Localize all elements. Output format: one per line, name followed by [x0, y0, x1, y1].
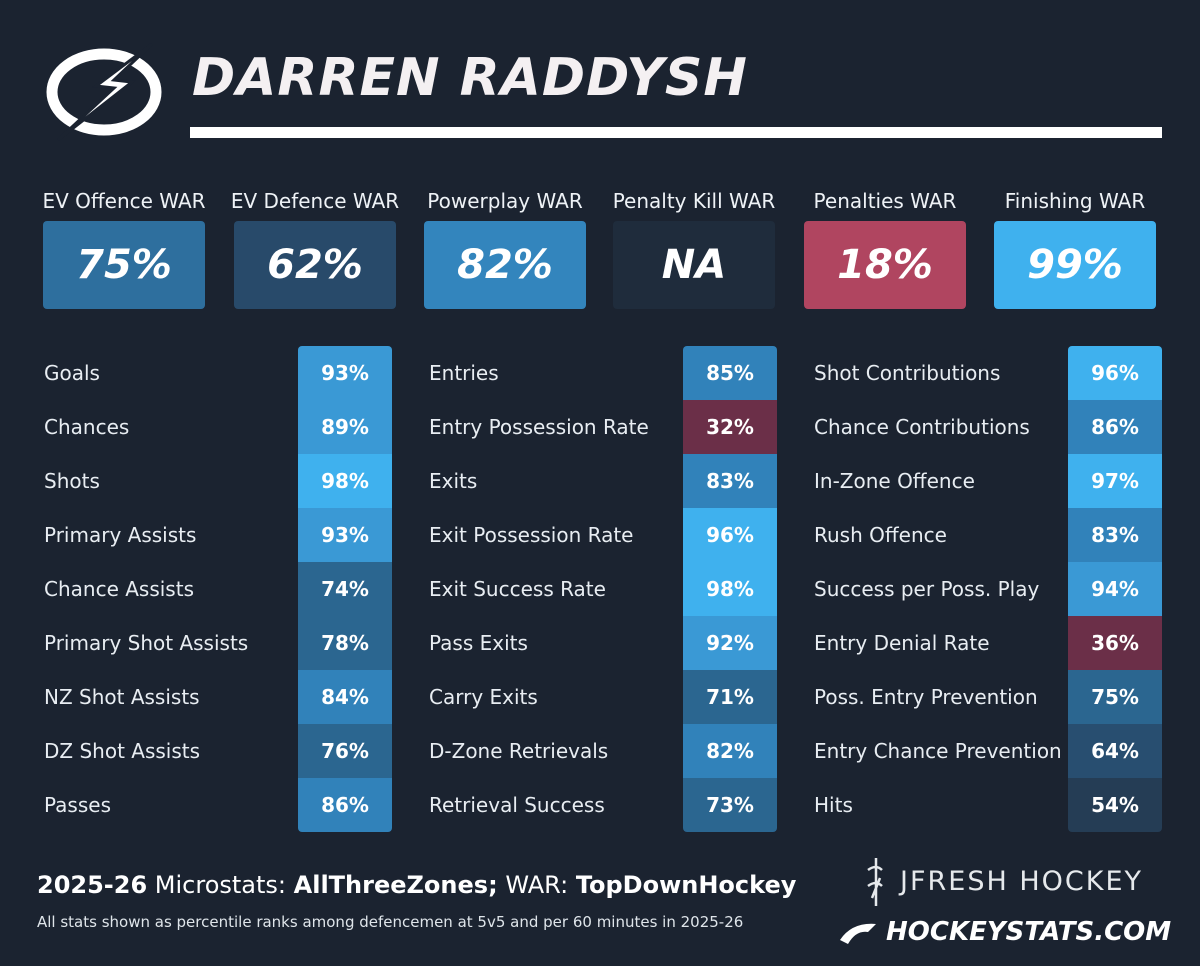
stat-label: Exit Possession Rate: [429, 523, 634, 547]
stat-value: 83%: [1068, 508, 1162, 562]
stat-value: 71%: [683, 670, 777, 724]
stat-value: 94%: [1068, 562, 1162, 616]
stat-value: 85%: [683, 346, 777, 400]
stat-value: 83%: [683, 454, 777, 508]
source-line: 2025-26 Microstats: AllThreeZones; WAR: …: [37, 871, 796, 899]
stat-value: 73%: [683, 778, 777, 832]
hockeystats-brand: HOCKEYSTATS.COM: [886, 917, 1172, 947]
stat-value: 86%: [1068, 400, 1162, 454]
hockeystats-mark: [840, 923, 876, 944]
stat-label: Chances: [44, 415, 130, 439]
war-value: 75%: [43, 221, 205, 309]
stat-value: 76%: [298, 724, 392, 778]
stat-value: 84%: [298, 670, 392, 724]
stat-label: NZ Shot Assists: [44, 685, 200, 709]
stat-label: Entries: [429, 361, 499, 385]
season: 2025-26: [37, 871, 148, 899]
stat-label: Primary Assists: [44, 523, 197, 547]
stat-label: Carry Exits: [429, 685, 538, 709]
stat-label: Goals: [44, 361, 100, 385]
stat-label: Entry Denial Rate: [814, 631, 990, 655]
stat-value: 96%: [683, 508, 777, 562]
stat-value: 93%: [298, 508, 392, 562]
stat-value: 86%: [298, 778, 392, 832]
stat-value: 75%: [1068, 670, 1162, 724]
war-value: 62%: [234, 221, 396, 309]
logo-bolt: [56, 42, 154, 142]
war-label: WAR:: [505, 871, 569, 899]
stat-value: 96%: [1068, 346, 1162, 400]
title-rule: [190, 127, 1162, 138]
player-name: DARREN RADDYSH: [192, 48, 748, 108]
war-label: EV Defence WAR: [230, 189, 400, 213]
stat-value: 93%: [298, 346, 392, 400]
logo-ring: [46, 48, 162, 136]
stat-label: Success per Poss. Play: [814, 577, 1040, 601]
war-value: 82%: [424, 221, 586, 309]
stat-value: 32%: [683, 400, 777, 454]
stat-label: Poss. Entry Prevention: [814, 685, 1038, 709]
stat-value: 64%: [1068, 724, 1162, 778]
war-source: TopDownHockey: [575, 871, 797, 899]
hockeystats-icon: [840, 923, 876, 944]
stat-value: 98%: [683, 562, 777, 616]
war-value: NA: [613, 221, 775, 309]
stat-label: DZ Shot Assists: [44, 739, 201, 763]
stat-label: Exits: [429, 469, 478, 493]
stat-value: 36%: [1068, 616, 1162, 670]
stat-label: Retrieval Success: [429, 793, 605, 817]
stat-label: Chance Contributions: [814, 415, 1030, 439]
stat-label: Exit Success Rate: [429, 577, 606, 601]
jfresh-mark: [867, 858, 883, 906]
war-label: Finishing WAR: [1004, 189, 1146, 213]
stat-value: 78%: [298, 616, 392, 670]
stat-label: D-Zone Retrievals: [429, 739, 609, 763]
stat-label: Shot Contributions: [814, 361, 1001, 385]
microstats-source: AllThreeZones;: [293, 871, 498, 899]
stat-value: 98%: [298, 454, 392, 508]
stat-label: Entry Possession Rate: [429, 415, 649, 439]
stat-value: 92%: [683, 616, 777, 670]
team-logo: [46, 42, 162, 142]
war-label: Penalty Kill WAR: [612, 189, 776, 213]
stat-label: Primary Shot Assists: [44, 631, 249, 655]
war-label: EV Offence WAR: [42, 189, 206, 213]
stat-label: In-Zone Offence: [814, 469, 975, 493]
stat-label: Shots: [44, 469, 100, 493]
stat-label: Entry Chance Prevention: [814, 739, 1062, 763]
stat-label: Pass Exits: [429, 631, 528, 655]
stat-label: Rush Offence: [814, 523, 947, 547]
stat-label: Passes: [44, 793, 111, 817]
jfresh-icon: [867, 858, 883, 906]
stat-label: Hits: [814, 793, 853, 817]
stat-value: 89%: [298, 400, 392, 454]
war-value: 18%: [804, 221, 966, 309]
war-label: Powerplay WAR: [427, 189, 583, 213]
stat-value: 82%: [683, 724, 777, 778]
stat-value: 97%: [1068, 454, 1162, 508]
war-label: Penalties WAR: [813, 189, 957, 213]
microstats-label: Microstats:: [154, 871, 287, 899]
stat-value: 54%: [1068, 778, 1162, 832]
note: All stats shown as percentile ranks amon…: [37, 913, 744, 931]
jfresh-brand: JFRESH HOCKEY: [900, 866, 1144, 897]
stat-value: 74%: [298, 562, 392, 616]
war-value: 99%: [994, 221, 1156, 309]
stat-label: Chance Assists: [44, 577, 194, 601]
